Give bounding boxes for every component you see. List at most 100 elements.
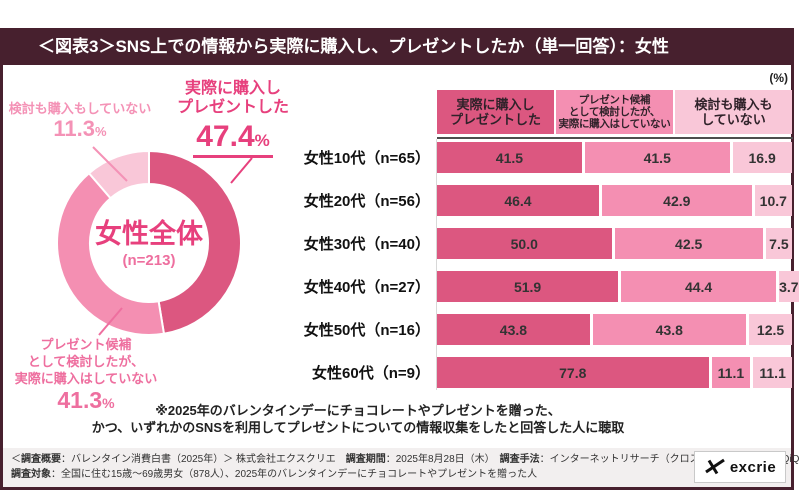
- bar-value-label: 50.0: [510, 235, 538, 252]
- bar-segment: 3.7: [779, 271, 799, 302]
- bar-value-label: 41.5: [495, 149, 524, 166]
- footer-segment: ：2025年8月28日（木）: [385, 454, 500, 465]
- callout-considered-label-line1: プレゼント候補: [40, 337, 132, 352]
- legend-item-line: 検討も購入も: [694, 97, 773, 112]
- bar-category-label: 女性30代（n=40）: [303, 235, 430, 253]
- footer-segment: ：バレンタイン消費白書（2025年）＞ 株式会社エクスクリエ: [61, 454, 346, 465]
- bar-category-label: 女性60代（n=9）: [312, 364, 430, 382]
- bar-segment: 46.4: [437, 185, 599, 216]
- bar-value-label: 7.5: [769, 235, 789, 252]
- percent-sign: %: [102, 395, 115, 411]
- bar-row-label: 女性10代（n=65）: [295, 138, 430, 178]
- bar-row: 43.8 43.8 12.5: [437, 314, 793, 345]
- bar-row: 41.5 41.5 16.9: [437, 142, 792, 173]
- bar-row-label: 女性50代（n=16）※n=30未満のため参考値: [295, 310, 430, 350]
- donut-center-label: 女性全体: [95, 219, 203, 249]
- donut-segment: [56, 171, 166, 336]
- survey-note-line1: ※2025年のバレンタインデーにチョコレートやプレゼントを贈った、: [155, 403, 561, 418]
- logo-box: excrie: [694, 451, 786, 483]
- legend-item-line: プレゼントした: [449, 112, 541, 127]
- footer-line-2: 調査対象：全国に住む15歳～69歳男女（878人）、2025年のバレンタインデー…: [11, 467, 783, 482]
- bar-row-label: 女性60代（n=9）※n=30未満のため参考値: [295, 353, 430, 393]
- bar-value-label: 51.9: [513, 278, 542, 295]
- donut-segment: [148, 149, 242, 335]
- percent-sign: %: [95, 124, 107, 139]
- bar-legend: 実際に購入し プレゼントした プレゼント候補 として検討したが、 実際に購入はしていない…: [437, 90, 792, 134]
- survey-note-line2: かつ、いずれかのSNSを利用してプレゼントについての情報収集をしたと回答した人に…: [91, 420, 625, 435]
- callout-none: 検討も購入もしていない 11.3%: [0, 101, 160, 142]
- percent-unit-label: (%): [769, 71, 788, 85]
- title-bar: ＜図表3＞SNS上での情報から実際に購入し、プレゼントしたか（単一回答）：女性: [0, 28, 794, 65]
- bar-row: 46.4 42.9 10.7: [437, 185, 792, 216]
- bar-row: 77.8 11.1 11.1: [437, 357, 792, 388]
- bar-value-label: 42.5: [675, 235, 703, 252]
- footer-segment: 調査概要: [21, 454, 61, 465]
- callout-considered: プレゼント候補 として検討したが、 実際に購入はしていない 41.3%: [2, 336, 170, 414]
- callout-none-label: 検討も購入もしていない: [8, 101, 152, 116]
- bar-value-label: 44.4: [684, 278, 713, 295]
- bar-segment: 7.5: [765, 228, 792, 259]
- callout-considered-label-line2: として検討したが、: [27, 354, 145, 369]
- footer-bar: ＜調査概要：バレンタイン消費白書（2025年）＞ 株式会社エクスクリエ 調査期間…: [3, 448, 800, 487]
- legend-item-line: プレゼント候補: [578, 94, 651, 106]
- bar-segment: 16.9: [732, 142, 792, 173]
- callout-purchased-label-line1: 実際に購入し: [184, 80, 281, 97]
- callout-none-value: 11.3%: [53, 116, 107, 141]
- bar-category-label: 女性40代（n=27）: [303, 278, 430, 296]
- excrie-logo-mark-icon: [704, 458, 725, 475]
- chart-separator: [437, 137, 793, 139]
- footer-line-1: ＜調査概要：バレンタイン消費白書（2025年）＞ 株式会社エクスクリエ 調査期間…: [11, 452, 800, 467]
- bar-value-label: 41.5: [643, 149, 671, 166]
- bar-value-label: 10.7: [759, 192, 787, 209]
- bar-value-label: 46.4: [504, 192, 532, 209]
- bar-value-label: 43.8: [499, 321, 528, 338]
- bar-segment: 42.5: [614, 228, 763, 259]
- bar-row-label: 女性40代（n=27）※n=30未満のため参考値: [295, 267, 430, 307]
- bar-segment: 77.8: [437, 357, 709, 388]
- footer-segment: ＜: [11, 454, 21, 465]
- callout-purchased: 実際に購入し プレゼントした 47.4%: [156, 79, 310, 158]
- bar-segment: 42.9: [601, 185, 752, 216]
- figure-title: ＜図表3＞SNS上での情報から実際に購入し、プレゼントしたか（単一回答）：女性: [38, 37, 669, 56]
- bar-value-label: 3.7: [779, 278, 799, 295]
- bar-value-label: 11.1: [717, 364, 745, 381]
- bar-segment: 10.7: [754, 185, 792, 216]
- bar-segment: 12.5: [748, 314, 793, 345]
- donut-center-sub: (n=213): [122, 252, 176, 269]
- callout-considered-value: 41.3%: [57, 387, 115, 413]
- bar-category-label: 女性20代（n=56）: [303, 192, 430, 210]
- bar-segment: 11.1: [753, 357, 792, 388]
- legend-item: プレゼント候補 として検討したが、 実際に購入はしていない: [556, 90, 673, 134]
- callout-considered-label-line3: 実際に購入はしていない: [14, 371, 158, 386]
- legend-item-line: していない: [701, 112, 766, 127]
- callout-purchased-label-line2: プレゼントした: [176, 99, 289, 116]
- callout-purchased-value: 47.4%: [193, 120, 273, 158]
- bar-category-label: 女性10代（n=65）: [303, 149, 430, 167]
- bar-category-label: 女性50代（n=16）: [303, 321, 430, 339]
- bar-segment: 51.9: [437, 271, 619, 302]
- bar-segment: 44.4: [621, 271, 777, 302]
- bar-segment: 50.0: [437, 228, 612, 259]
- bar-row: 51.9 44.4 3.7: [437, 271, 799, 302]
- legend-item-line: 実際に購入はしていない: [558, 118, 671, 130]
- percent-sign: %: [254, 131, 270, 150]
- bar-segment: 43.8: [592, 314, 746, 345]
- bar-value-label: 16.9: [748, 149, 776, 166]
- bar-value-label: 12.5: [756, 321, 785, 338]
- footer-segment: ：インターネットリサーチ（クロス・マーケティング QiQUMOを利用した調査）: [539, 454, 800, 465]
- bar-row-label: 女性20代（n=56）: [295, 181, 430, 221]
- legend-item: 検討も購入も していない: [675, 90, 792, 134]
- bar-value-label: 11.1: [759, 364, 786, 381]
- bar-row: 50.0 42.5 7.5: [437, 228, 792, 259]
- legend-item: 実際に購入し プレゼントした: [437, 90, 554, 134]
- bar-segment: 43.8: [437, 314, 590, 345]
- donut-center: 女性全体 (n=213): [69, 219, 229, 269]
- footer-segment: 調査手法: [499, 454, 540, 465]
- bar-segment: 41.5: [584, 142, 730, 173]
- bar-value-label: 43.8: [655, 321, 683, 338]
- footer-segment: 調査期間: [345, 454, 386, 465]
- footer-segment: 調査対象: [11, 469, 51, 480]
- survey-note: ※2025年のバレンタインデーにチョコレートやプレゼントを贈った、 かつ、いずれ…: [38, 402, 678, 436]
- legend-item-line: 実際に購入し: [456, 97, 535, 112]
